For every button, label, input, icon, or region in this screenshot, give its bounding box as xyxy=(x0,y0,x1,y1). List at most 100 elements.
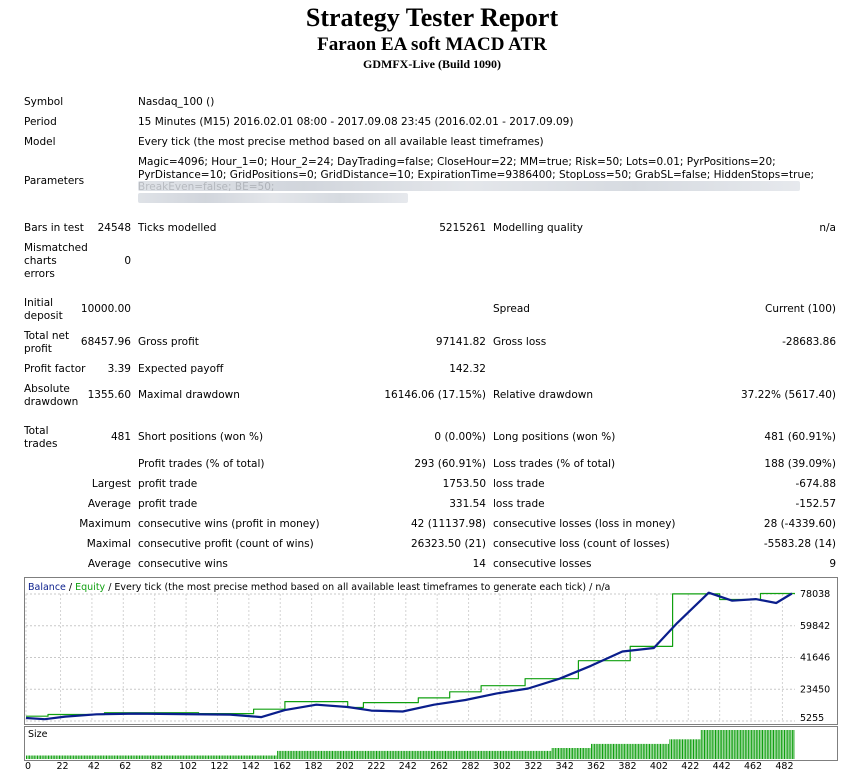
size-bar xyxy=(730,730,732,759)
consecutive-losses-money-label: consecutive losses (loss in money) xyxy=(493,518,676,530)
avg-consecutive-wins-value: 14 xyxy=(472,558,486,570)
size-bar xyxy=(578,748,580,759)
size-bar xyxy=(399,750,401,759)
size-bar xyxy=(735,730,737,759)
size-bar xyxy=(354,750,355,759)
size-bar xyxy=(501,750,503,759)
size-bar xyxy=(724,730,726,759)
size-bar xyxy=(602,743,603,759)
size-bar xyxy=(694,739,696,759)
size-bar xyxy=(88,755,90,759)
size-bar xyxy=(749,730,751,759)
size-bar xyxy=(619,743,621,759)
size-bar xyxy=(241,755,242,759)
size-bar xyxy=(441,750,443,759)
size-bar xyxy=(710,730,712,759)
size-bar xyxy=(76,755,78,759)
size-bar xyxy=(718,730,720,759)
size-bar xyxy=(357,750,359,759)
size-bar xyxy=(741,730,743,759)
size-bar xyxy=(682,739,683,759)
server-info: GDMFX-Live (Build 1090) xyxy=(363,57,501,71)
size-bar xyxy=(620,743,622,759)
size-bar xyxy=(300,750,302,759)
size-bar xyxy=(383,750,385,759)
size-bar xyxy=(236,755,238,759)
size-bar xyxy=(327,750,329,759)
size-bar xyxy=(201,755,203,759)
relative-drawdown-value: 37.22% (5617.40) xyxy=(741,389,836,401)
size-bar xyxy=(321,750,322,759)
size-bar xyxy=(732,730,734,759)
size-bar xyxy=(644,743,646,759)
size-bar xyxy=(302,750,304,759)
size-bar xyxy=(677,739,679,759)
size-bar xyxy=(782,730,784,759)
size-bar xyxy=(175,755,177,759)
size-bar xyxy=(156,755,158,759)
size-bar xyxy=(231,755,233,759)
size-bar xyxy=(769,730,771,759)
total-trades-value: 481 xyxy=(110,431,131,443)
size-bar xyxy=(139,755,140,759)
size-bar xyxy=(195,755,197,759)
size-bar xyxy=(123,755,125,759)
largest-label: Largest xyxy=(91,478,131,490)
size-bar xyxy=(151,755,153,759)
relative-drawdown-label: Relative drawdown xyxy=(493,389,594,401)
size-plot xyxy=(26,730,795,759)
size-bar xyxy=(471,750,473,759)
size-bar xyxy=(573,748,575,759)
size-bar xyxy=(281,750,283,759)
total-trades-label: trades xyxy=(24,438,58,450)
size-bar xyxy=(308,750,310,759)
size-bar xyxy=(26,755,27,759)
size-bar xyxy=(372,750,374,759)
symbol-value: Nasdaq_100 () xyxy=(138,96,215,108)
size-bar xyxy=(247,755,249,759)
x-tick-label: 322 xyxy=(524,761,543,772)
size-bar xyxy=(537,750,539,759)
size-bar xyxy=(153,755,155,759)
size-bar xyxy=(134,755,136,759)
maximal-label: Maximal xyxy=(86,538,131,550)
size-bar xyxy=(332,750,333,759)
size-bar xyxy=(600,743,602,759)
size-bar xyxy=(412,750,414,759)
size-bar xyxy=(157,755,159,759)
loss-trades-value: 188 (39.09%) xyxy=(764,458,836,470)
size-bar xyxy=(512,750,514,759)
size-bar xyxy=(73,755,75,759)
size-bar xyxy=(259,755,261,759)
size-bar xyxy=(278,750,280,759)
size-bar xyxy=(74,755,76,759)
x-tick-label: 282 xyxy=(461,761,480,772)
size-bar xyxy=(310,750,312,759)
size-bar xyxy=(275,755,277,759)
legend-balance: Balance xyxy=(28,582,66,593)
size-bar xyxy=(418,750,420,759)
size-bar xyxy=(294,750,296,759)
consecutive-losses-money-value: 28 (-4339.60) xyxy=(763,518,836,530)
size-bar xyxy=(299,750,301,759)
size-bar xyxy=(536,750,538,759)
x-tick-label: 0 xyxy=(24,761,32,772)
size-bar xyxy=(325,750,327,759)
maximal-drawdown-value: 16146.06 (17.15%) xyxy=(384,389,486,401)
size-bar xyxy=(256,755,258,759)
maximal-drawdown-label: Maximal drawdown xyxy=(138,389,240,401)
gross-loss-label: Gross loss xyxy=(493,336,547,348)
y-tick-label: 23450 xyxy=(800,684,830,695)
size-bar xyxy=(358,750,360,759)
size-bar xyxy=(715,730,716,759)
size-bar xyxy=(554,748,556,759)
size-bar xyxy=(284,750,286,759)
size-bar xyxy=(361,750,363,759)
size-bar xyxy=(355,750,357,759)
redacted-parameters xyxy=(138,193,408,203)
gross-loss-value: -28683.86 xyxy=(782,336,836,348)
size-bar xyxy=(727,730,729,759)
chart-legend: Balance / Equity / Every tick (the most … xyxy=(28,582,610,593)
size-bar xyxy=(446,750,448,759)
size-bar xyxy=(757,730,759,759)
